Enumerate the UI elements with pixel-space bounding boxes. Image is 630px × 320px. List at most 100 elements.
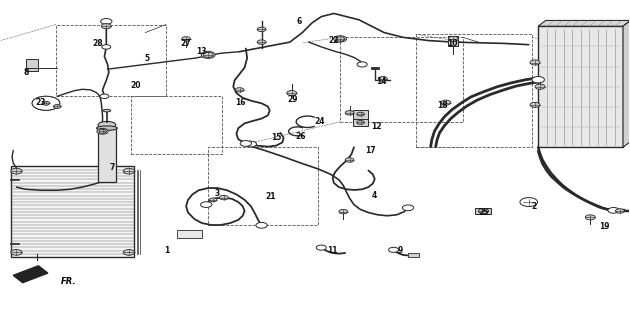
Text: 3: 3 — [215, 189, 220, 198]
Text: 28: 28 — [93, 39, 103, 48]
Bar — [408, 253, 420, 257]
Bar — [11, 166, 134, 257]
Text: 13: 13 — [197, 47, 207, 56]
Circle shape — [532, 76, 544, 83]
Circle shape — [316, 245, 326, 250]
Text: 17: 17 — [365, 146, 375, 155]
Circle shape — [336, 37, 345, 41]
Circle shape — [287, 91, 297, 96]
Bar — [131, 96, 222, 154]
Circle shape — [102, 45, 111, 49]
Polygon shape — [13, 266, 48, 283]
Text: 8: 8 — [23, 68, 28, 77]
Circle shape — [100, 94, 109, 99]
Circle shape — [379, 76, 387, 81]
Bar — [98, 128, 116, 182]
Circle shape — [11, 168, 22, 174]
Text: 27: 27 — [181, 39, 192, 48]
Bar — [56, 25, 166, 96]
Circle shape — [42, 101, 50, 105]
Bar — [538, 26, 623, 147]
Ellipse shape — [98, 122, 116, 128]
Circle shape — [608, 207, 619, 213]
Circle shape — [101, 24, 112, 29]
Circle shape — [530, 60, 540, 65]
Circle shape — [345, 111, 354, 115]
Circle shape — [357, 112, 364, 116]
Circle shape — [245, 141, 256, 147]
Circle shape — [345, 158, 354, 162]
Text: 23: 23 — [35, 98, 45, 107]
Text: 15: 15 — [271, 133, 281, 142]
Circle shape — [520, 197, 537, 206]
Wedge shape — [32, 96, 60, 110]
Circle shape — [240, 140, 251, 146]
Bar — [475, 208, 491, 214]
Circle shape — [357, 121, 364, 124]
Text: 16: 16 — [236, 98, 246, 107]
Circle shape — [200, 202, 212, 207]
Circle shape — [235, 88, 244, 92]
Text: 7: 7 — [110, 164, 115, 172]
Ellipse shape — [96, 126, 117, 130]
Circle shape — [101, 19, 112, 24]
Circle shape — [334, 36, 347, 42]
Circle shape — [123, 250, 135, 255]
Circle shape — [339, 209, 348, 214]
Text: 10: 10 — [447, 39, 457, 48]
Bar — [340, 37, 462, 122]
Polygon shape — [538, 20, 630, 26]
Circle shape — [99, 129, 106, 133]
Circle shape — [256, 222, 267, 228]
Text: 25: 25 — [478, 208, 489, 217]
Circle shape — [201, 51, 215, 58]
Bar — [416, 34, 532, 147]
Text: 19: 19 — [599, 222, 609, 231]
Bar — [353, 119, 369, 125]
Circle shape — [257, 27, 266, 32]
Circle shape — [478, 208, 488, 213]
Circle shape — [97, 128, 108, 134]
Circle shape — [123, 168, 135, 174]
Text: 24: 24 — [315, 117, 325, 126]
Text: FR.: FR. — [60, 277, 76, 286]
Circle shape — [449, 36, 458, 42]
Circle shape — [441, 100, 451, 105]
Circle shape — [389, 247, 399, 252]
Text: 5: 5 — [145, 53, 150, 62]
Text: 6: 6 — [297, 17, 302, 26]
Bar — [353, 110, 369, 119]
Circle shape — [357, 62, 367, 67]
Circle shape — [203, 52, 213, 57]
Circle shape — [209, 198, 217, 202]
Text: 11: 11 — [328, 246, 338, 255]
Text: 29: 29 — [288, 95, 298, 104]
Circle shape — [403, 205, 414, 211]
Text: 18: 18 — [437, 101, 448, 110]
Circle shape — [523, 199, 534, 205]
Circle shape — [616, 209, 624, 213]
Bar — [176, 230, 202, 238]
Ellipse shape — [103, 109, 111, 112]
Bar — [208, 147, 318, 225]
Bar — [449, 36, 458, 46]
Circle shape — [257, 40, 266, 44]
Text: 22: 22 — [329, 36, 339, 45]
Circle shape — [54, 105, 61, 108]
Circle shape — [530, 102, 540, 108]
Circle shape — [11, 250, 22, 255]
Bar — [26, 59, 38, 71]
Text: 9: 9 — [398, 246, 403, 255]
Polygon shape — [623, 20, 630, 147]
Text: 4: 4 — [372, 190, 377, 200]
Circle shape — [219, 196, 228, 200]
Circle shape — [585, 215, 595, 220]
Circle shape — [535, 84, 545, 89]
Circle shape — [32, 96, 60, 110]
Text: 20: 20 — [130, 81, 141, 90]
Text: 2: 2 — [531, 202, 536, 211]
Text: 26: 26 — [295, 132, 306, 140]
Text: 14: 14 — [375, 77, 386, 86]
Text: 12: 12 — [371, 122, 382, 131]
Circle shape — [181, 37, 190, 41]
